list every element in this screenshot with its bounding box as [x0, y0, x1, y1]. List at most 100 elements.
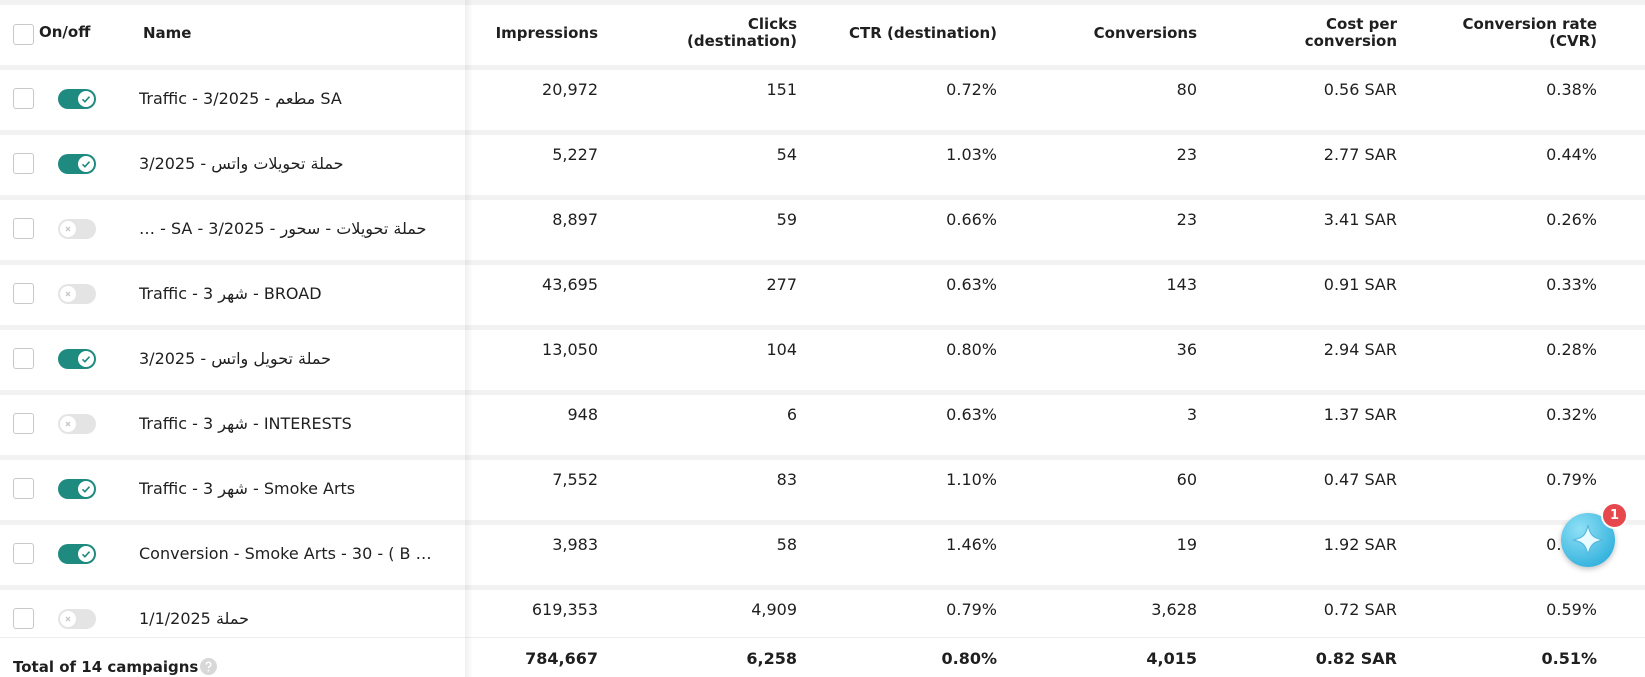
campaign-name[interactable]: Traffic - 3/2025 - مطعم SA [139, 89, 342, 108]
campaign-name[interactable]: حملة 1/1/2025 [139, 609, 249, 628]
metric-value: 23 [1176, 145, 1197, 164]
metric-value: 0.28% [1546, 340, 1597, 359]
campaign-name[interactable]: Traffic - 3 شهر - Smoke Arts [139, 479, 356, 498]
toggle-knob [78, 546, 94, 562]
metric-value: 7,552 [552, 470, 598, 489]
column-header[interactable]: CTR (destination) [849, 24, 997, 42]
total-value: 0.82 SAR [1315, 649, 1397, 668]
check-icon [81, 356, 91, 363]
metric-value: 0.72 SAR [1323, 600, 1397, 619]
name-header[interactable]: Name [143, 24, 192, 42]
metric-value: 13,050 [542, 340, 598, 359]
toggle[interactable] [58, 284, 96, 304]
x-icon [65, 291, 71, 297]
metric-value: 23 [1176, 210, 1197, 229]
metric-value: 83 [776, 470, 797, 489]
metric-value: 58 [776, 535, 797, 554]
row-checkbox[interactable] [13, 218, 34, 239]
question-mark [205, 661, 212, 672]
check-icon [81, 96, 91, 103]
row-separator [0, 195, 1645, 200]
metric-value: 80 [1176, 80, 1197, 99]
metric-value: 0.33% [1546, 275, 1597, 294]
row-checkbox[interactable] [13, 478, 34, 499]
toggle-knob [78, 156, 94, 172]
row-separator [0, 520, 1645, 525]
metric-value: 43,695 [542, 275, 598, 294]
metric-value: 1.10% [946, 470, 997, 489]
total-value: 4,015 [1146, 649, 1197, 668]
x-icon [65, 226, 71, 232]
metric-value: 0.38% [1546, 80, 1597, 99]
metric-value: 3 [1186, 405, 1197, 424]
metric-value: 143 [1166, 275, 1197, 294]
toggle[interactable] [58, 89, 96, 109]
metric-value: 2.77 SAR [1323, 145, 1397, 164]
check-icon [81, 551, 91, 558]
metric-value: 20,972 [542, 80, 598, 99]
campaign-name[interactable]: حملة تحويل واتس - 3/2025 [139, 349, 332, 368]
campaign-name[interactable]: Conversion - Smoke Arts - 30 - ( B … [139, 544, 432, 563]
metric-value: 59 [776, 210, 797, 229]
row-checkbox[interactable] [13, 413, 34, 434]
metric-value: 3,983 [552, 535, 598, 554]
total-value: 6,258 [746, 649, 797, 668]
metric-value: 0.56 SAR [1323, 80, 1397, 99]
metric-value: 0.79% [1546, 470, 1597, 489]
toggle[interactable] [58, 219, 96, 239]
row-checkbox[interactable] [13, 348, 34, 369]
column-header[interactable]: Clicks (destination) [687, 15, 797, 50]
campaign-name[interactable]: حملة تحويلات واتس - 3/2025 [139, 154, 344, 173]
metric-value: 60 [1176, 470, 1197, 489]
column-header[interactable]: Conversions [1093, 24, 1197, 42]
metric-value: 0.63% [946, 275, 997, 294]
toggle[interactable] [58, 544, 96, 564]
total-label: Total of 14 campaigns [13, 658, 199, 676]
column-header[interactable]: Cost per conversion [1304, 15, 1397, 50]
metric-value: 0.91 SAR [1323, 275, 1397, 294]
metric-value: 3.41 SAR [1323, 210, 1397, 229]
metric-value: 0.80% [946, 340, 997, 359]
toggle-header: On/off [39, 23, 91, 41]
row-checkbox[interactable] [13, 88, 34, 109]
row-checkbox[interactable] [13, 543, 34, 564]
metric-value: 19 [1176, 535, 1197, 554]
total-value: 784,667 [525, 649, 598, 668]
sparkle-icon [1572, 524, 1604, 556]
campaign-name[interactable]: حملة تحويلات - سحور - SA - 3/2025 - … [139, 219, 427, 238]
metric-value: 36 [1176, 340, 1197, 359]
metric-value: 0.32% [1546, 405, 1597, 424]
metric-value: 4,909 [751, 600, 797, 619]
toggle[interactable] [58, 414, 96, 434]
row-checkbox[interactable] [13, 153, 34, 174]
toggle-knob [78, 481, 94, 497]
toggle-knob [60, 286, 76, 302]
toggle[interactable] [58, 349, 96, 369]
select-all-checkbox[interactable] [13, 24, 34, 45]
total-row-bg [0, 637, 1645, 677]
metric-value: 54 [776, 145, 797, 164]
metric-value: 0.72% [946, 80, 997, 99]
total-value: 0.80% [941, 649, 997, 668]
row-checkbox[interactable] [13, 608, 34, 629]
metric-value: 3,628 [1151, 600, 1197, 619]
metric-value: 6 [786, 405, 797, 424]
campaign-name[interactable]: Traffic - 3 شهر - BROAD [139, 284, 322, 303]
toggle[interactable] [58, 609, 96, 629]
metric-value: 0.79% [946, 600, 997, 619]
toggle[interactable] [58, 479, 96, 499]
column-header[interactable]: Conversion rate (CVR) [1462, 15, 1597, 50]
row-checkbox[interactable] [13, 283, 34, 304]
notification-badge: 1 [1601, 502, 1628, 529]
toggle[interactable] [58, 154, 96, 174]
x-icon [65, 616, 71, 622]
campaign-name[interactable]: Traffic - 3 شهر - INTERESTS [139, 414, 352, 433]
metric-value: 1.92 SAR [1323, 535, 1397, 554]
column-header[interactable]: Impressions [495, 24, 598, 42]
help-icon[interactable] [200, 658, 217, 675]
check-icon [81, 486, 91, 493]
check-icon [81, 161, 91, 168]
row-separator [0, 260, 1645, 265]
metric-value: 2.94 SAR [1323, 340, 1397, 359]
